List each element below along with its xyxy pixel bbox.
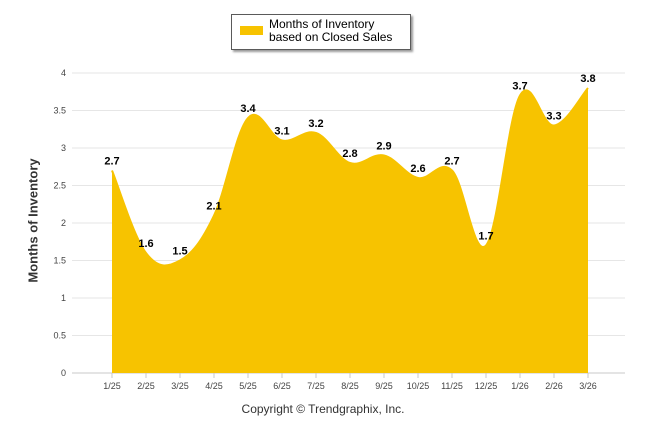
- y-axis-title: Months of Inventory: [25, 158, 41, 283]
- data-label: 1.5: [172, 246, 187, 258]
- x-tick-label: 9/25: [375, 381, 393, 391]
- y-tick-label: 3.5: [53, 106, 66, 116]
- y-tick-label: 1.5: [53, 256, 66, 266]
- y-tick-label: 0.5: [53, 331, 66, 341]
- x-tick-label: 12/25: [475, 381, 498, 391]
- x-tick-label: 2/26: [545, 381, 563, 391]
- data-label: 2.6: [410, 163, 425, 175]
- x-tick-label: 2/25: [137, 381, 155, 391]
- data-label: 3.2: [308, 118, 323, 130]
- series-line: [111, 87, 589, 267]
- x-tick-label: 6/25: [273, 381, 291, 391]
- data-label: 3.7: [512, 81, 527, 93]
- x-tick-label: 8/25: [341, 381, 359, 391]
- legend[interactable]: Months of Inventory based on Closed Sale…: [231, 14, 411, 50]
- data-label: 2.1: [206, 201, 221, 213]
- x-tick-label: 11/25: [441, 381, 463, 391]
- data-label: 3.8: [580, 73, 595, 85]
- y-tick-label: 3: [61, 143, 66, 153]
- data-label: 2.8: [342, 148, 357, 160]
- x-tick-label: 1/26: [511, 381, 529, 391]
- x-tick-label: 3/26: [579, 381, 597, 391]
- legend-label: Months of Inventory based on Closed Sale…: [269, 17, 393, 44]
- data-label: 2.7: [104, 156, 119, 168]
- data-label: 2.7: [444, 156, 459, 168]
- data-label: 1.6: [138, 238, 153, 250]
- y-tick-label: 0: [61, 368, 66, 378]
- x-tick-label: 4/25: [205, 381, 223, 391]
- data-label: 3.1: [274, 126, 289, 138]
- y-tick-label: 1: [61, 293, 66, 303]
- data-label: 3.3: [546, 111, 561, 123]
- copyright-text: Copyright © Trendgraphix, Inc.: [241, 402, 405, 416]
- data-label: 3.4: [240, 103, 256, 115]
- data-label: 2.9: [376, 141, 391, 153]
- x-tick-label: 10/25: [407, 381, 430, 391]
- x-tick-label: 5/25: [239, 381, 257, 391]
- legend-swatch: [240, 26, 263, 35]
- x-tick-label: 3/25: [171, 381, 189, 391]
- data-label: 1.7: [478, 231, 493, 243]
- y-tick-label: 2: [61, 218, 66, 228]
- y-tick-label: 2.5: [53, 181, 66, 191]
- area-series[interactable]: [112, 88, 588, 373]
- y-tick-label: 4: [61, 68, 66, 78]
- x-tick-label: 7/25: [307, 381, 325, 391]
- x-tick-label: 1/25: [103, 381, 121, 391]
